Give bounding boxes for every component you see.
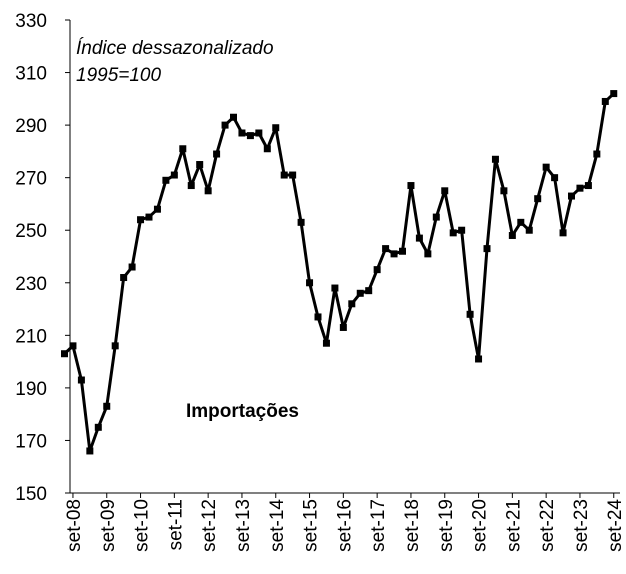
annotation: Índice dessazonalizado — [76, 38, 274, 59]
x-tick-label: set-13 — [233, 499, 254, 552]
marker — [593, 150, 601, 158]
y-tick-label: 330 — [15, 11, 47, 32]
marker — [179, 145, 187, 153]
marker — [255, 129, 263, 137]
x-tick-label: set-14 — [267, 499, 288, 552]
marker — [610, 90, 618, 98]
marker — [449, 229, 457, 237]
x-tick-label: set-16 — [334, 499, 355, 552]
marker — [204, 187, 212, 195]
marker — [601, 97, 609, 105]
x-tick-label: set-09 — [98, 499, 119, 552]
marker — [289, 171, 297, 179]
marker — [483, 245, 491, 253]
x-tick-label: set-12 — [199, 499, 220, 552]
marker — [322, 339, 330, 347]
x-tick-label: set-21 — [503, 499, 524, 552]
marker — [339, 323, 347, 331]
x-tick-label: set-10 — [132, 499, 153, 552]
marker — [475, 355, 483, 363]
marker — [365, 287, 373, 295]
y-tick-label: 210 — [15, 326, 47, 347]
x-tick-label: set-23 — [571, 499, 592, 552]
x-tick-label: set-22 — [537, 499, 558, 552]
marker — [103, 402, 111, 410]
marker — [491, 155, 499, 163]
y-tick-label: 150 — [15, 484, 47, 505]
marker — [246, 132, 254, 140]
y-tick-label: 230 — [15, 274, 47, 295]
marker — [534, 195, 542, 203]
marker — [432, 213, 440, 221]
x-tick-label: set-15 — [301, 499, 322, 552]
series-label: Importações — [186, 401, 299, 422]
y-tick-label: 310 — [15, 64, 47, 85]
marker — [399, 247, 406, 255]
marker — [128, 263, 136, 271]
marker — [356, 289, 364, 297]
marker — [542, 163, 550, 171]
marker — [94, 423, 102, 431]
annotation: 1995=100 — [76, 65, 161, 86]
marker — [508, 231, 516, 239]
x-tick-label: set-20 — [470, 499, 491, 552]
marker — [111, 342, 119, 350]
marker — [69, 342, 77, 350]
marker — [390, 250, 398, 258]
marker — [415, 234, 423, 242]
marker — [145, 213, 153, 221]
x-tick-label: set-19 — [436, 499, 457, 552]
marker — [187, 182, 195, 190]
marker — [382, 245, 390, 253]
y-tick-label: 190 — [15, 379, 47, 400]
marker — [441, 187, 449, 195]
marker — [61, 350, 68, 358]
x-tick-label: set-17 — [368, 499, 389, 552]
marker — [551, 174, 559, 182]
marker — [162, 176, 170, 184]
x-tick-label: set-08 — [64, 499, 85, 552]
y-tick-label: 170 — [15, 431, 47, 452]
marker — [559, 229, 567, 237]
marker — [272, 124, 280, 132]
marker — [120, 274, 128, 282]
marker — [348, 300, 356, 308]
marker — [517, 218, 525, 226]
marker — [458, 226, 466, 234]
marker — [238, 129, 246, 137]
y-tick-label: 250 — [15, 221, 47, 242]
marker — [525, 226, 533, 234]
marker — [466, 310, 474, 318]
marker — [170, 171, 178, 179]
marker — [424, 250, 432, 258]
marker — [568, 192, 575, 200]
x-tick-label: set-11 — [165, 499, 186, 550]
marker — [153, 205, 161, 213]
marker — [86, 447, 94, 455]
marker — [576, 184, 584, 192]
marker — [221, 121, 229, 129]
marker — [407, 182, 415, 190]
marker — [263, 145, 271, 153]
marker — [77, 376, 85, 384]
x-tick-label: set-18 — [402, 499, 423, 552]
line — [63, 92, 615, 453]
marker — [137, 216, 145, 224]
marker — [314, 313, 322, 321]
marker — [331, 284, 339, 292]
x-tick-label: set-24 — [605, 499, 626, 552]
marker — [297, 218, 305, 226]
y-tick-label: 270 — [15, 169, 47, 190]
marker — [280, 171, 288, 179]
marker — [196, 161, 204, 169]
marker — [584, 182, 592, 190]
marker — [213, 150, 221, 158]
marker — [500, 187, 508, 195]
y-tick-label: 290 — [15, 116, 47, 137]
marker — [373, 266, 381, 274]
marker — [230, 113, 237, 121]
marker — [306, 279, 314, 287]
